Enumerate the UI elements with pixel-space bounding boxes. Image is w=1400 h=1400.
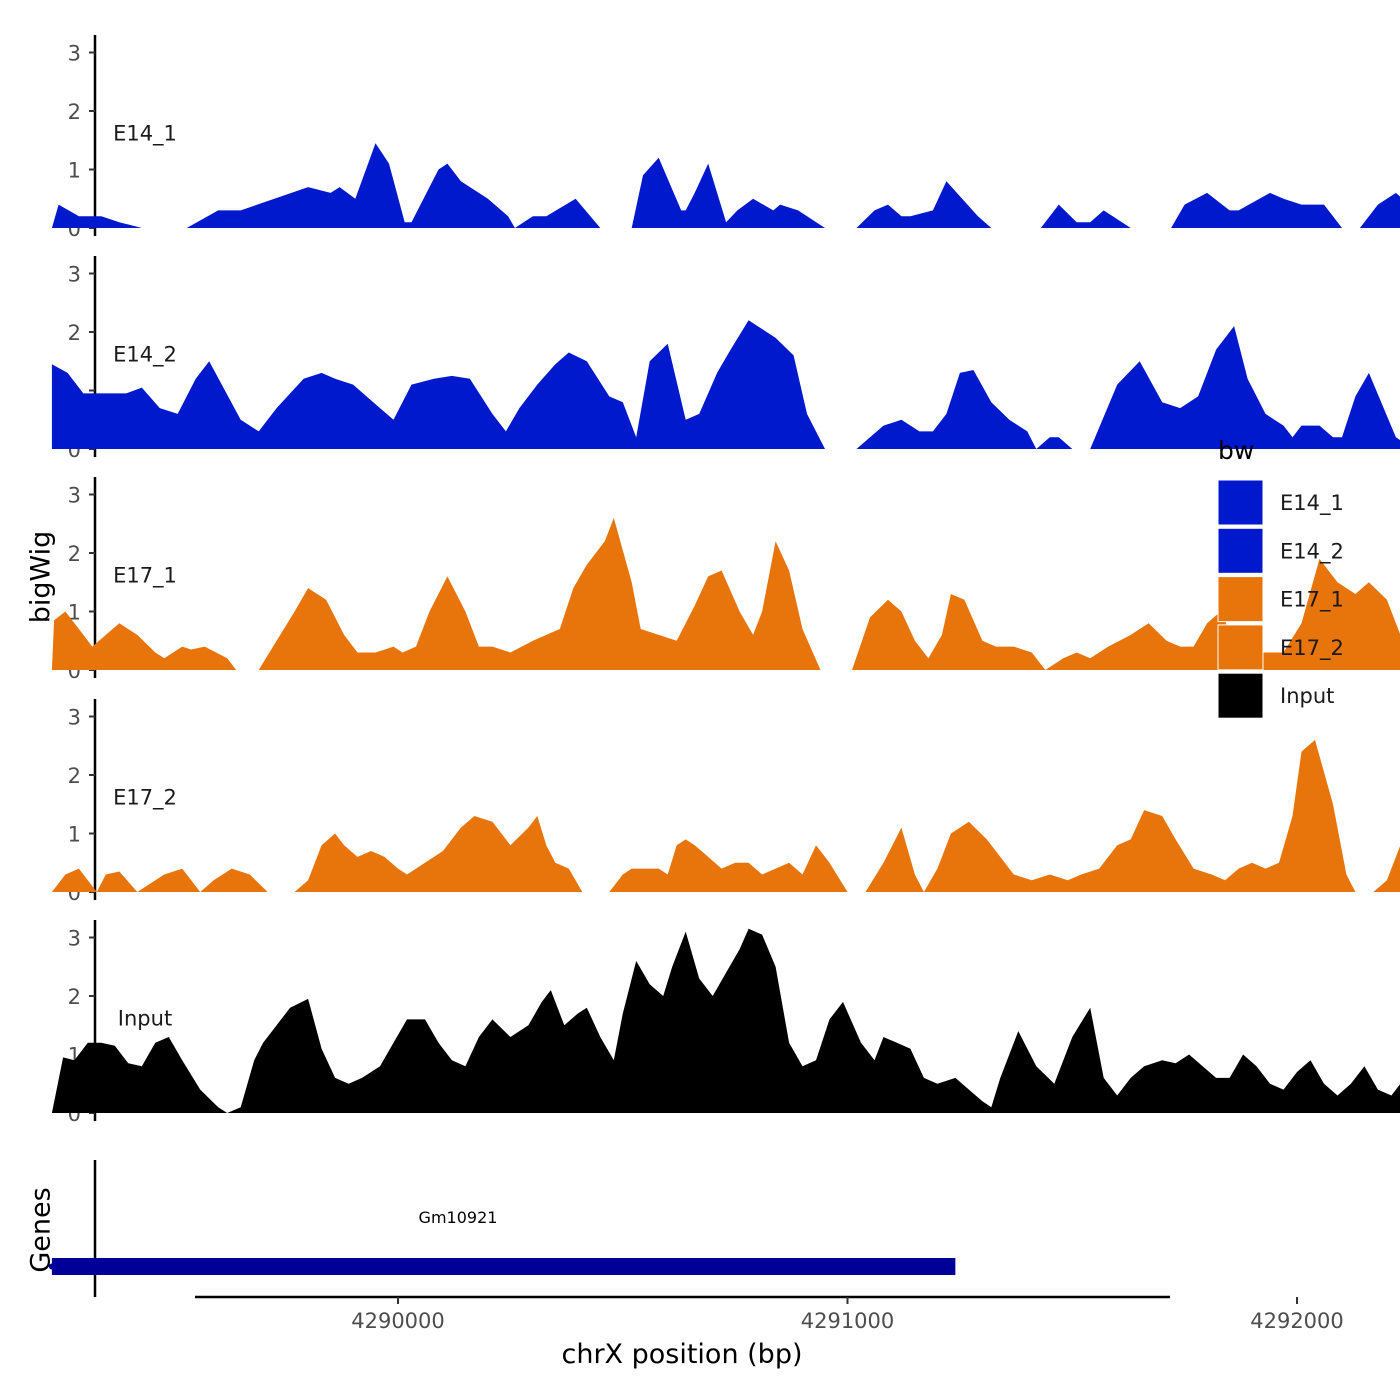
legend-label-E17_2: E17_2 (1280, 636, 1344, 661)
legend-label-E14_1: E14_1 (1280, 491, 1344, 516)
legend-label-Input: Input (1280, 684, 1334, 708)
x-axis: 4290000429100042920004293000 chrX positi… (195, 1295, 1344, 1370)
legend-swatch-Input (1217, 672, 1264, 719)
gene-track: Gm10921 Genes (26, 1160, 956, 1297)
legend-swatch-E14_1 (1217, 479, 1264, 526)
gene-strand-marker (48, 1263, 55, 1270)
gene-marks: Gm10921 (48, 1208, 956, 1275)
y-tick-label: 2 (68, 985, 81, 1009)
y-tick-label: 1 (68, 823, 81, 847)
y-tick-label: 3 (68, 42, 81, 66)
y-tick-label: 1 (68, 601, 81, 625)
signal-area-Input (51, 928, 1400, 1113)
y-tick-label: 3 (68, 263, 81, 287)
gene-body-Gm10921 (51, 1258, 956, 1275)
signal-area-E17_2 (51, 739, 1400, 892)
x-tick-label: 4292000 (1250, 1309, 1344, 1333)
legend-swatch-E17_2 (1217, 624, 1264, 671)
legend-items: E14_1 E14_2 E17_1 E17_2 Input (1217, 479, 1344, 719)
y-tick-label: 1 (68, 159, 81, 183)
signal-area-E17_1 (51, 517, 1400, 670)
track-label: E17_2 (113, 785, 177, 810)
legend-label-E14_2: E14_2 (1280, 539, 1344, 564)
track-label: E17_1 (113, 563, 177, 588)
y-tick-label: 3 (68, 927, 81, 951)
track-label: E14_2 (113, 342, 177, 367)
signal-area-E14_1 (51, 143, 1400, 228)
y-axis-title: bigWig (26, 531, 57, 624)
legend-title: bw (1218, 436, 1254, 465)
legend: bw E14_1 E14_2 E17_1 E17_2 Input (1217, 436, 1344, 719)
gene-label-Gm10921: Gm10921 (419, 1208, 498, 1227)
y-tick-label: 2 (68, 100, 81, 124)
y-tick-label: 2 (68, 764, 81, 788)
y-tick-label: 3 (68, 484, 81, 508)
signal-tracks: 0123E14_10123E14_20123E17_10123E17_20123… (51, 34, 1400, 1126)
x-tick-label: 4291000 (801, 1309, 895, 1333)
genes-axis-title: Genes (26, 1187, 57, 1272)
legend-swatch-E17_1 (1217, 576, 1264, 623)
track-label: E14_1 (113, 121, 177, 146)
legend-label-E17_1: E17_1 (1280, 588, 1344, 613)
track-label: Input (118, 1006, 172, 1030)
y-tick-label: 3 (68, 706, 81, 730)
signal-area-E14_2 (51, 320, 1400, 449)
y-tick-label: 2 (68, 542, 81, 566)
x-axis-ticks: 4290000429100042920004293000 (351, 1297, 1344, 1333)
x-axis-title: chrX position (bp) (561, 1339, 802, 1370)
legend-swatch-E14_2 (1217, 527, 1264, 574)
x-tick-label: 4290000 (351, 1309, 445, 1333)
y-tick-label: 2 (68, 321, 81, 345)
